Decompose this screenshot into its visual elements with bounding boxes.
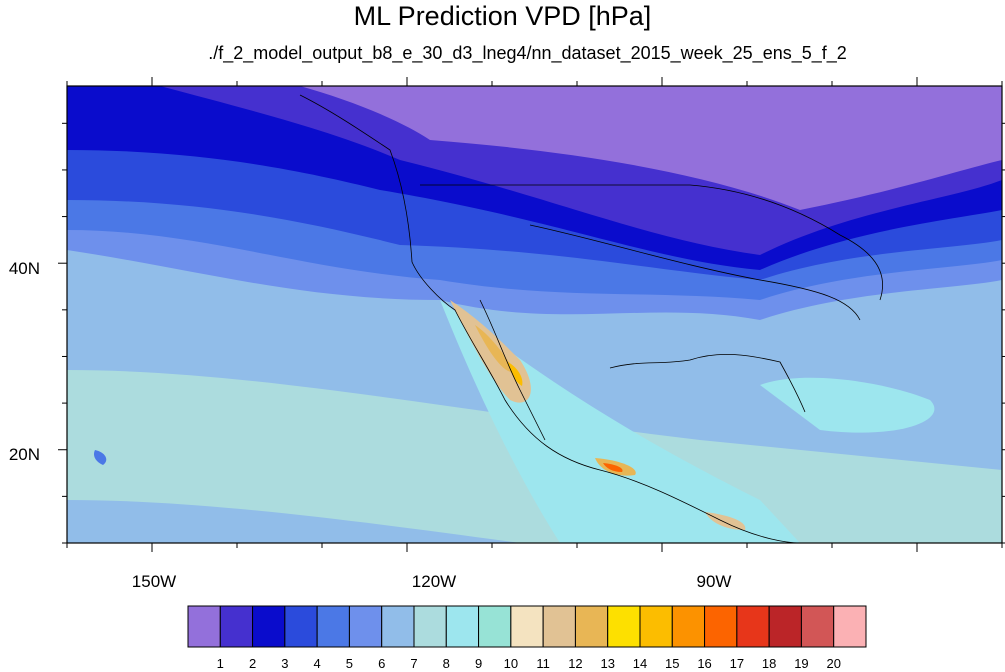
colorbar-tick-label: 2 (248, 656, 257, 671)
colorbar-tick-label: 16 (697, 656, 712, 671)
map-subtitle: ./f_2_model_output_b8_e_30_d3_lneg4/nn_d… (208, 43, 847, 63)
colorbar-tick-label: 15 (665, 656, 680, 671)
colorbar-swatch (219, 605, 254, 648)
colorbar-swatch (510, 605, 544, 648)
colorbar-swatch (671, 605, 706, 648)
lon-label-90w: 90W (696, 572, 732, 591)
colorbar-tick-label: 1 (216, 656, 224, 671)
colorbar-tick-label: 18 (761, 656, 777, 671)
colorbar-tick-label: 5 (345, 656, 354, 671)
lat-label-20n: 20N (8, 445, 40, 464)
colorbar-swatch (768, 605, 802, 648)
colorbar-swatch (381, 605, 415, 648)
plot-frame (66, 85, 1003, 544)
lon-label-120w: 120W (411, 572, 457, 591)
colorbar-tick-label: 11 (536, 656, 550, 671)
colorbar-tick-label: 13 (600, 656, 615, 671)
colorbar-tick-label: 3 (281, 656, 289, 671)
colorbar-swatch (478, 605, 512, 648)
coastlines (299, 94, 883, 544)
colorbar-swatch (348, 605, 383, 648)
colorbar-swatch (445, 605, 480, 648)
colorbar-swatch (833, 605, 867, 648)
colorbar-swatch (316, 605, 350, 648)
colorbar (187, 605, 867, 648)
colorbar-swatch (639, 605, 673, 648)
colorbar-swatch (413, 605, 447, 648)
colorbar-tick-label: 14 (632, 656, 648, 671)
colorbar-tick-label: 10 (503, 656, 519, 671)
colorbar-swatch (800, 605, 835, 648)
colorbar-tick-label: 17 (729, 656, 745, 671)
lon-label-150w: 150W (131, 572, 177, 591)
colorbar-swatch (284, 605, 318, 648)
colorbar-tick-label: 12 (568, 656, 583, 671)
colorbar-swatch (187, 605, 221, 648)
colorbar-tick-label: 19 (794, 656, 809, 671)
colorbar-tick-label: 9 (474, 656, 483, 671)
colorbar-tick-label: 8 (442, 656, 450, 671)
colorbar-tick-label: 6 (378, 656, 386, 671)
lat-label-40n: 40N (8, 259, 40, 278)
colorbar-swatch (542, 605, 576, 648)
vpd-contour-field (67, 86, 1002, 543)
map-title: ML Prediction VPD [hPa] (353, 1, 652, 31)
colorbar-swatch (252, 605, 286, 648)
axis-ticks (58, 77, 1005, 552)
colorbar-swatch (736, 605, 770, 648)
colorbar-tick-label: 20 (826, 656, 841, 671)
colorbar-swatch (607, 605, 641, 648)
colorbar-tick-label: 4 (313, 656, 321, 671)
colorbar-swatch (574, 605, 609, 648)
colorbar-swatch (704, 605, 738, 648)
colorbar-tick-label: 7 (410, 656, 418, 671)
